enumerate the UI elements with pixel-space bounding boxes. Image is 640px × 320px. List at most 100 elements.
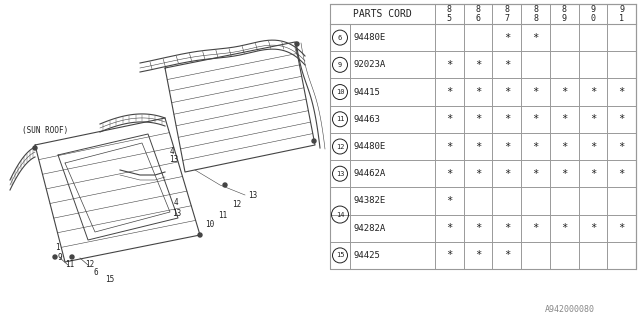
- Text: *: *: [475, 60, 481, 70]
- Circle shape: [33, 146, 37, 150]
- Text: 4: 4: [174, 198, 179, 207]
- Text: *: *: [504, 60, 510, 70]
- Text: *: *: [504, 87, 510, 97]
- Text: *: *: [561, 169, 567, 179]
- Text: 13: 13: [172, 209, 181, 218]
- Text: 12: 12: [336, 143, 344, 149]
- Text: 8: 8: [504, 5, 509, 14]
- Text: 1: 1: [619, 14, 624, 23]
- Text: *: *: [504, 114, 510, 124]
- Text: *: *: [532, 223, 539, 233]
- Text: (SUN ROOF): (SUN ROOF): [22, 126, 68, 135]
- Text: *: *: [618, 87, 625, 97]
- Text: 94382E: 94382E: [354, 196, 387, 205]
- Text: 12: 12: [85, 260, 94, 269]
- Text: *: *: [532, 141, 539, 151]
- Text: 8: 8: [562, 5, 566, 14]
- Text: *: *: [561, 114, 567, 124]
- Text: 15: 15: [336, 252, 344, 258]
- Text: 9: 9: [619, 5, 624, 14]
- Text: 11: 11: [336, 116, 344, 122]
- Text: *: *: [504, 223, 510, 233]
- Text: PARTS CORD: PARTS CORD: [353, 9, 412, 19]
- Text: 15: 15: [105, 275, 115, 284]
- Text: *: *: [446, 250, 452, 260]
- Text: 8: 8: [533, 14, 538, 23]
- Text: *: *: [618, 114, 625, 124]
- Text: *: *: [590, 169, 596, 179]
- Text: 8: 8: [533, 5, 538, 14]
- Text: 1: 1: [55, 243, 60, 252]
- Text: 12: 12: [232, 200, 241, 209]
- Text: *: *: [446, 196, 452, 206]
- Circle shape: [70, 255, 74, 259]
- Text: 94480E: 94480E: [354, 33, 387, 42]
- Text: *: *: [618, 141, 625, 151]
- Circle shape: [198, 233, 202, 237]
- Text: *: *: [618, 223, 625, 233]
- Text: 10: 10: [336, 89, 344, 95]
- Text: 6: 6: [94, 268, 99, 277]
- Text: *: *: [532, 169, 539, 179]
- Text: *: *: [532, 114, 539, 124]
- Text: 8: 8: [476, 5, 481, 14]
- Circle shape: [223, 183, 227, 187]
- Text: *: *: [475, 250, 481, 260]
- Text: 4: 4: [170, 147, 175, 156]
- Text: *: *: [446, 114, 452, 124]
- Text: 94425: 94425: [354, 251, 381, 260]
- Text: 9: 9: [591, 5, 595, 14]
- Text: *: *: [446, 141, 452, 151]
- Text: *: *: [446, 223, 452, 233]
- Text: 6: 6: [476, 14, 481, 23]
- Text: 94463: 94463: [354, 115, 381, 124]
- Text: 9: 9: [562, 14, 566, 23]
- Text: 5: 5: [447, 14, 452, 23]
- Text: *: *: [504, 33, 510, 43]
- Text: *: *: [561, 223, 567, 233]
- Text: 6: 6: [338, 35, 342, 41]
- Text: *: *: [561, 87, 567, 97]
- Text: *: *: [590, 223, 596, 233]
- Text: *: *: [475, 114, 481, 124]
- Text: *: *: [590, 114, 596, 124]
- Text: 92023A: 92023A: [354, 60, 387, 69]
- Circle shape: [295, 42, 299, 46]
- Text: *: *: [504, 169, 510, 179]
- Text: *: *: [561, 141, 567, 151]
- Text: *: *: [590, 141, 596, 151]
- Text: 9: 9: [58, 253, 63, 262]
- Text: 10: 10: [205, 220, 214, 229]
- Text: 8: 8: [447, 5, 452, 14]
- Text: 94282A: 94282A: [354, 224, 387, 233]
- Text: 13: 13: [169, 155, 179, 164]
- Text: 0: 0: [591, 14, 595, 23]
- Bar: [330, 4, 636, 269]
- Text: 7: 7: [504, 14, 509, 23]
- Text: *: *: [475, 223, 481, 233]
- Circle shape: [53, 255, 57, 259]
- Text: *: *: [446, 60, 452, 70]
- Text: *: *: [618, 169, 625, 179]
- Text: 13: 13: [336, 171, 344, 177]
- Text: *: *: [475, 141, 481, 151]
- Text: *: *: [532, 33, 539, 43]
- Text: *: *: [504, 141, 510, 151]
- Text: 94462A: 94462A: [354, 169, 387, 178]
- Text: *: *: [532, 87, 539, 97]
- Text: *: *: [446, 87, 452, 97]
- Text: *: *: [446, 169, 452, 179]
- Text: 94415: 94415: [354, 88, 381, 97]
- Text: 9: 9: [338, 62, 342, 68]
- Text: A942000080: A942000080: [545, 305, 595, 314]
- Text: 14: 14: [336, 212, 344, 218]
- Text: *: *: [504, 250, 510, 260]
- Text: *: *: [475, 87, 481, 97]
- Text: *: *: [475, 169, 481, 179]
- Text: 11: 11: [65, 260, 74, 269]
- Text: 94480E: 94480E: [354, 142, 387, 151]
- Text: 11: 11: [218, 211, 227, 220]
- Text: 13: 13: [248, 191, 257, 200]
- Circle shape: [312, 139, 316, 143]
- Text: *: *: [590, 87, 596, 97]
